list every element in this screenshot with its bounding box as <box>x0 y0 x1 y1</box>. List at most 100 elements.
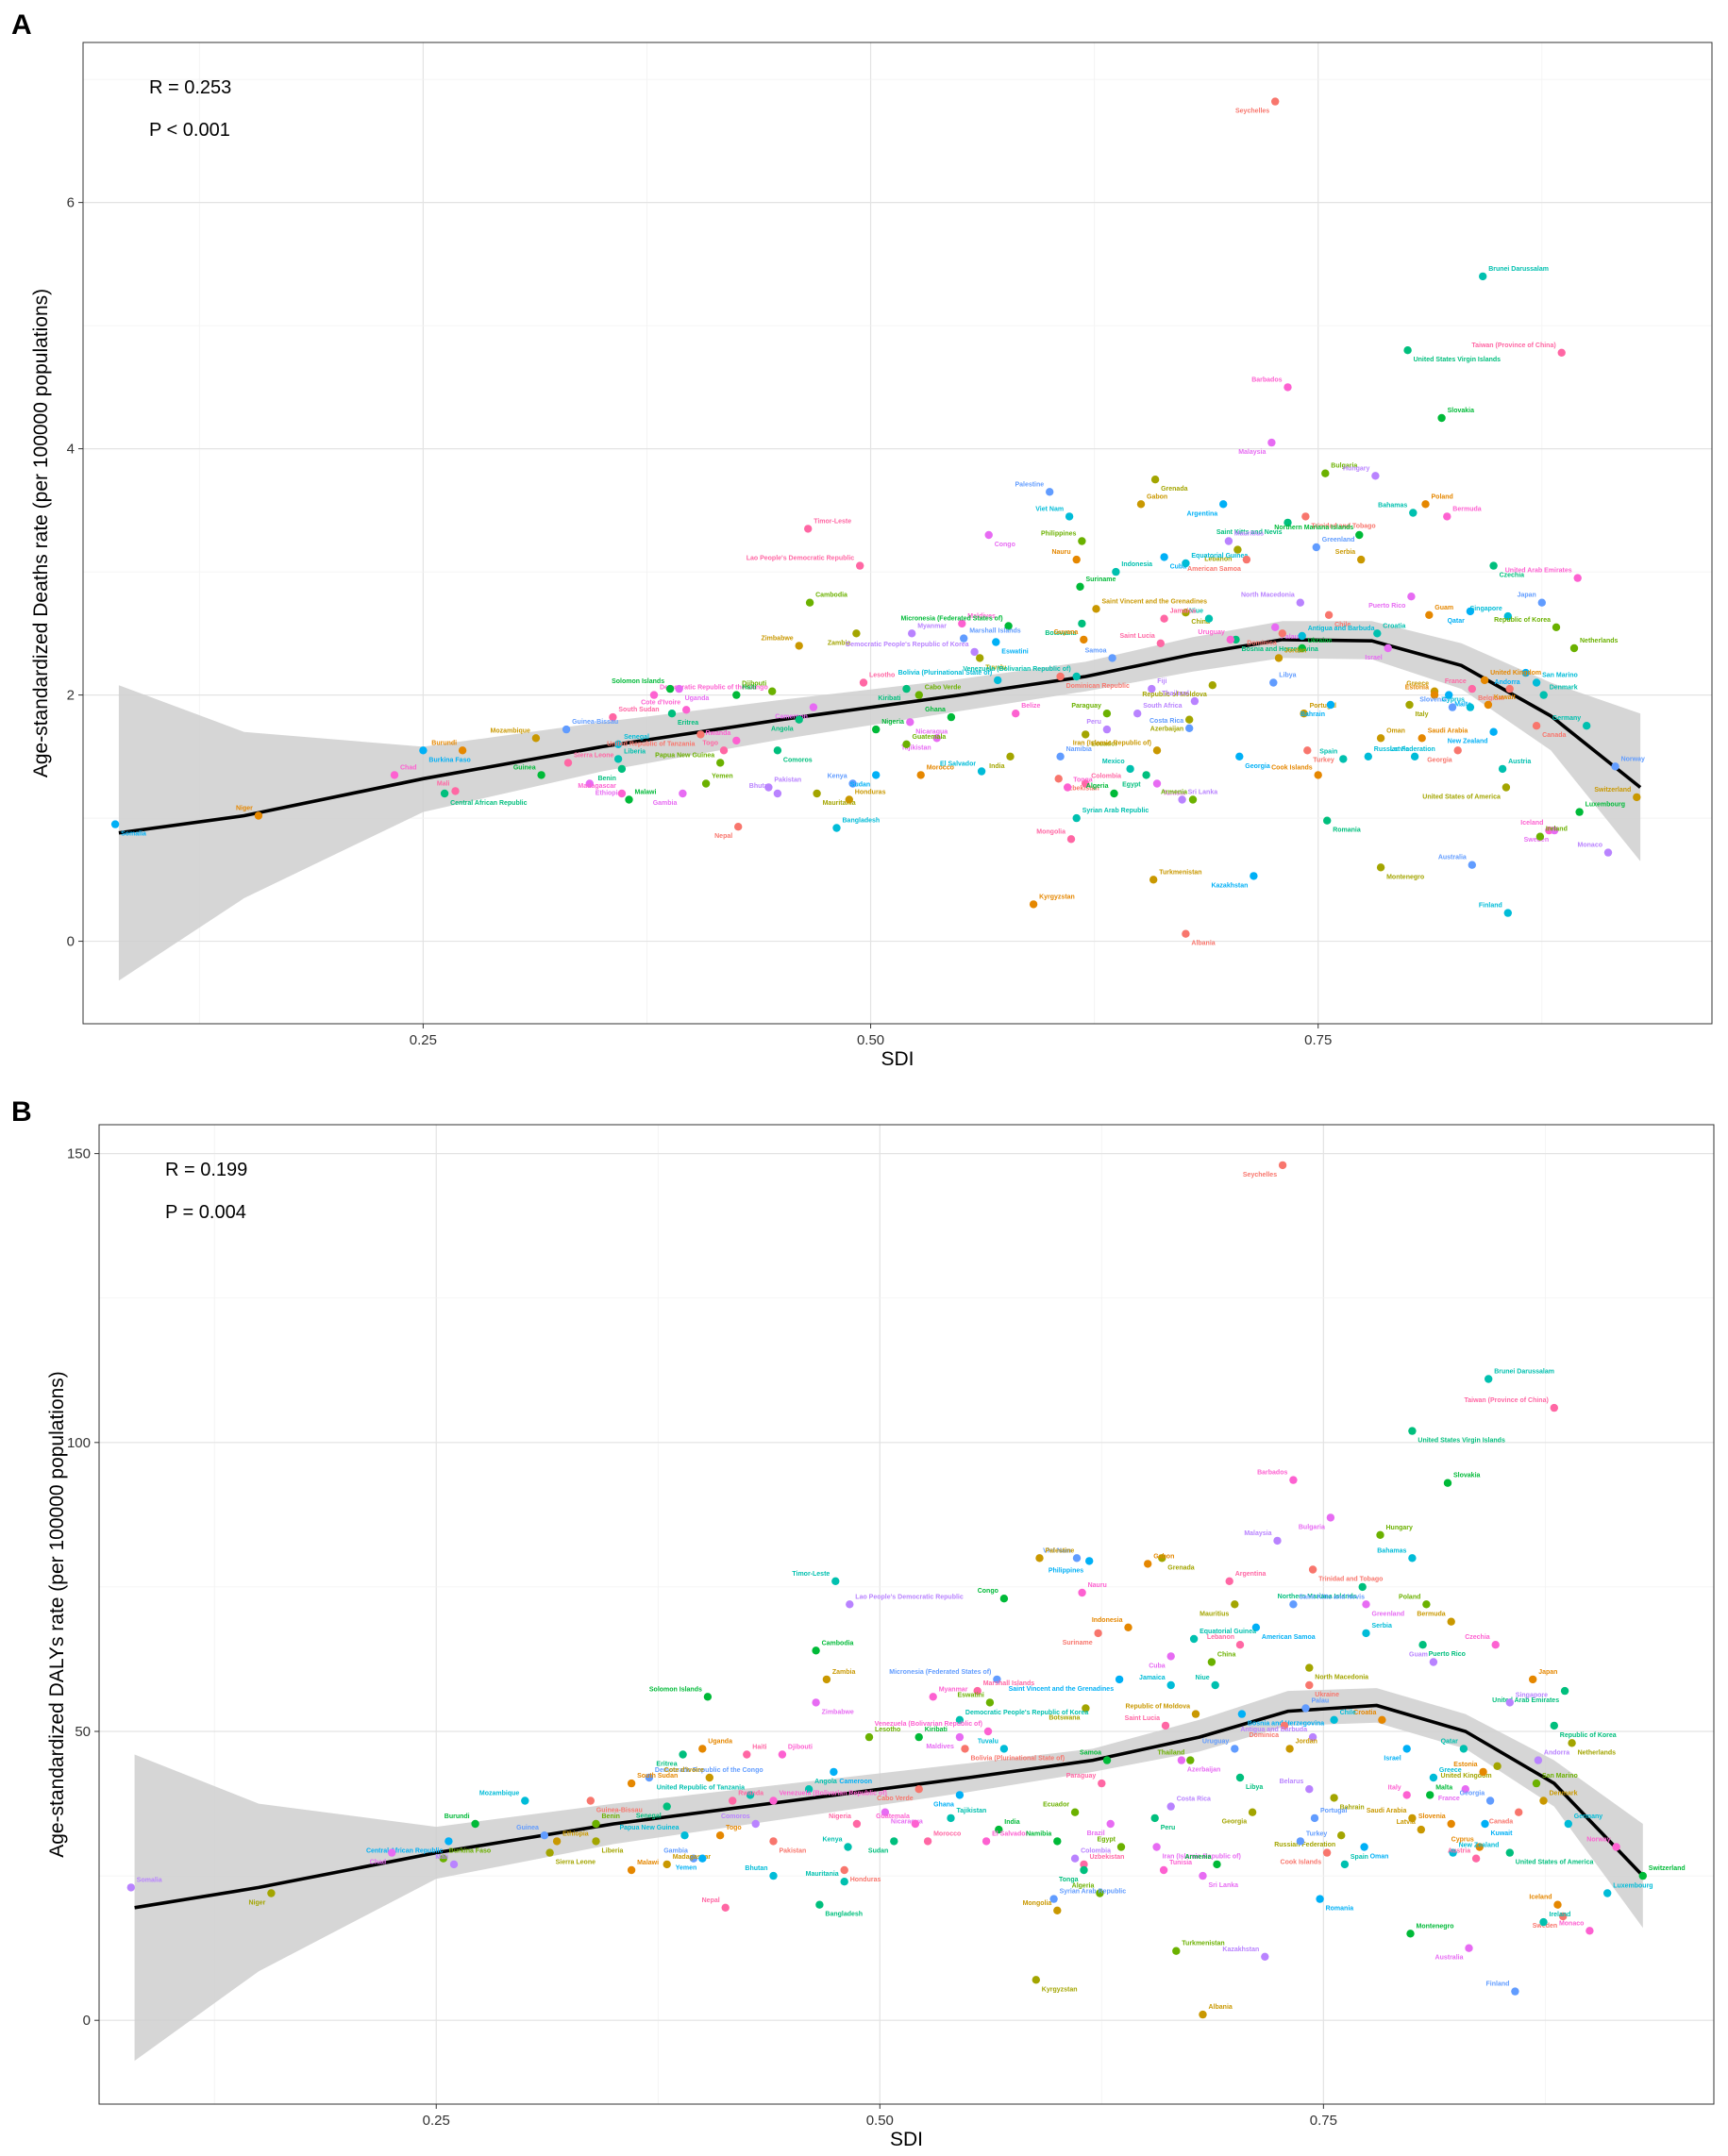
point-label: Chad <box>370 1860 387 1866</box>
data-point <box>1408 1813 1417 1823</box>
data-point <box>1035 1554 1044 1563</box>
point-label: Tonga <box>1059 1877 1079 1883</box>
point-label: Thailand <box>1162 691 1189 697</box>
point-label: Turkey <box>1313 757 1334 763</box>
data-point <box>1080 635 1088 644</box>
data-point <box>1378 1715 1386 1725</box>
point-label: Antigua and Barbuda <box>1308 626 1375 632</box>
data-point <box>1550 1721 1559 1730</box>
data-point <box>914 691 923 699</box>
data-point <box>585 779 594 788</box>
data-point <box>1305 1663 1314 1672</box>
data-point <box>1321 469 1330 477</box>
data-point <box>663 1802 671 1811</box>
point-label: Saint Lucia <box>1119 633 1154 640</box>
point-label: Grenada <box>1161 486 1188 493</box>
point-label: United Republic of Tanzania <box>607 741 695 747</box>
data-point <box>1322 1848 1332 1857</box>
point-label: Cyprus <box>1451 1837 1474 1844</box>
data-point <box>1278 1161 1287 1170</box>
data-point <box>1289 1600 1298 1609</box>
data-point <box>1072 555 1081 564</box>
data-point <box>846 1600 854 1609</box>
point-label: Malta <box>1454 702 1471 709</box>
data-point <box>743 1750 751 1759</box>
point-label: Armenia <box>1184 1854 1211 1861</box>
data-point <box>1158 1554 1166 1563</box>
point-label: Taiwan (Province of China) <box>1464 1397 1548 1404</box>
point-label: Jamaica <box>1170 609 1197 615</box>
point-label: Uruguay <box>1198 629 1225 636</box>
point-label: Uganda <box>708 1738 732 1745</box>
panel-a-frame <box>82 42 1713 1025</box>
data-point <box>1410 752 1419 760</box>
data-point <box>1082 779 1090 788</box>
point-label: Monaco <box>1578 843 1602 849</box>
panel-b-trend-line <box>134 1703 1645 1910</box>
point-label: Taiwan (Province of China) <box>1471 343 1555 349</box>
data-point <box>1358 1582 1367 1592</box>
data-point <box>1186 1756 1195 1764</box>
data-point <box>1078 619 1086 628</box>
data-point <box>1330 1715 1338 1725</box>
point-label: Guinea-Bissau <box>596 1808 643 1814</box>
panel-a-ticks: 0.25 0.50 0.75 0 2 4 6 <box>67 195 1333 1048</box>
data-point <box>1301 1704 1310 1713</box>
data-point <box>682 706 691 714</box>
data-point <box>1466 703 1475 711</box>
data-point <box>390 771 399 779</box>
data-point <box>864 1732 874 1742</box>
panel-label-b: B <box>11 1096 32 1128</box>
point-label: Greenland <box>1372 1611 1405 1617</box>
point-label: Mongolia <box>1036 828 1065 835</box>
point-label: Marshall Islands <box>983 1680 1035 1687</box>
point-label: Bosnia and Herzegovina <box>1242 646 1318 653</box>
point-label: Iran (Islamic Republic of) <box>1073 740 1151 746</box>
data-point <box>729 1797 737 1805</box>
point-label: Burkina Faso <box>449 1848 491 1855</box>
point-label: Belize <box>1021 703 1040 710</box>
data-point <box>1159 1865 1168 1875</box>
point-label: Eswatini <box>957 1692 983 1698</box>
point-label: India <box>989 763 1004 770</box>
point-label: New Zealand <box>1459 1843 1500 1849</box>
point-label: Equatorial Guinea <box>1200 1629 1256 1635</box>
point-label: Barbados <box>1251 376 1282 383</box>
data-point <box>1190 696 1200 706</box>
data-point <box>1273 1536 1282 1546</box>
point-label: Djibouti <box>788 1745 813 1751</box>
point-label: Nepal <box>702 1897 720 1904</box>
point-label: Saint Lucia <box>1125 1715 1160 1722</box>
point-label: Morocco <box>927 764 954 771</box>
data-point <box>1076 582 1084 591</box>
data-point <box>734 823 743 831</box>
point-label: Congo <box>995 542 1015 548</box>
point-label: Kenya <box>828 774 847 780</box>
point-label: Somalia <box>137 1877 162 1883</box>
data-point <box>1308 1565 1317 1574</box>
data-point <box>680 1831 689 1840</box>
point-label: Austria <box>1508 759 1531 765</box>
point-label: Madagascar <box>673 1854 712 1861</box>
point-label: Pakistan <box>780 1847 807 1854</box>
point-label: Slovakia <box>1453 1473 1481 1479</box>
data-point <box>840 1878 848 1886</box>
data-point <box>1330 1794 1338 1802</box>
data-point <box>732 736 741 745</box>
data-point <box>1573 574 1582 582</box>
point-label: Turkmenistan <box>1159 869 1201 876</box>
data-point <box>1166 1802 1175 1811</box>
data-point <box>1233 545 1242 554</box>
point-label: Cabo Verde <box>877 1796 914 1802</box>
data-point <box>1204 614 1214 623</box>
data-point <box>126 1883 135 1892</box>
data-point <box>689 1854 698 1863</box>
data-point <box>1098 1779 1106 1788</box>
data-point <box>1493 1762 1502 1771</box>
panel-b-frame <box>98 1124 1715 2105</box>
point-label: Republic of Moldova <box>1142 692 1207 698</box>
point-label: Democratic People's Republic of Korea <box>846 642 969 648</box>
data-point <box>592 1837 600 1846</box>
point-label: Botswana <box>1049 1715 1080 1722</box>
point-label: Switzerland <box>1594 787 1631 794</box>
